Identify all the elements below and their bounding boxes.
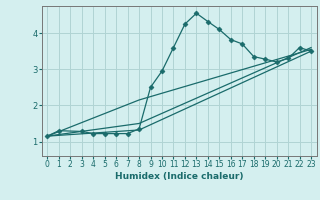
- X-axis label: Humidex (Indice chaleur): Humidex (Indice chaleur): [115, 172, 244, 181]
